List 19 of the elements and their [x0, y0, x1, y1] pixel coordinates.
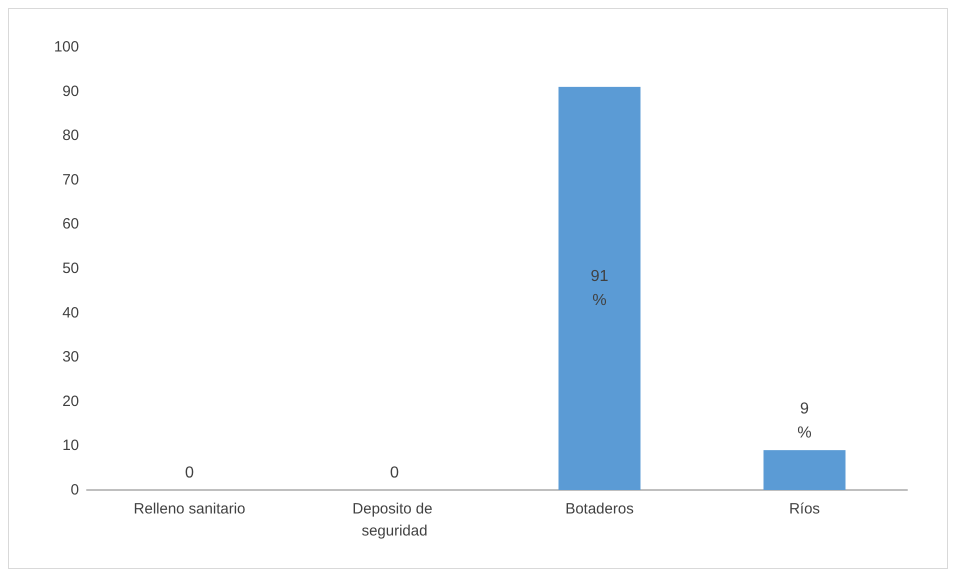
data-label: 91 %: [590, 268, 608, 309]
y-tick-label: 90: [62, 82, 79, 100]
x-tick-label: Deposito de seguridad: [352, 500, 437, 540]
y-tick-label: 80: [62, 127, 79, 144]
x-tick-label: Relleno sanitario: [134, 500, 246, 518]
y-tick-label: 100: [54, 38, 79, 56]
y-tick-label: 40: [62, 304, 79, 322]
data-label: 0: [185, 464, 194, 482]
y-tick-label: 30: [62, 348, 79, 366]
y-tick-label: 10: [62, 437, 79, 454]
y-tick-label: 60: [62, 216, 79, 233]
data-label: 9 %: [797, 400, 812, 442]
x-tick-label: Ríos: [789, 500, 820, 518]
y-tick-label: 70: [62, 171, 79, 188]
y-tick-label: 0: [70, 482, 79, 498]
x-tick-label: Botaderos: [565, 500, 634, 518]
y-tick-label: 50: [62, 260, 79, 277]
y-tick-label: 20: [62, 392, 79, 410]
data-label: 0: [390, 464, 400, 482]
